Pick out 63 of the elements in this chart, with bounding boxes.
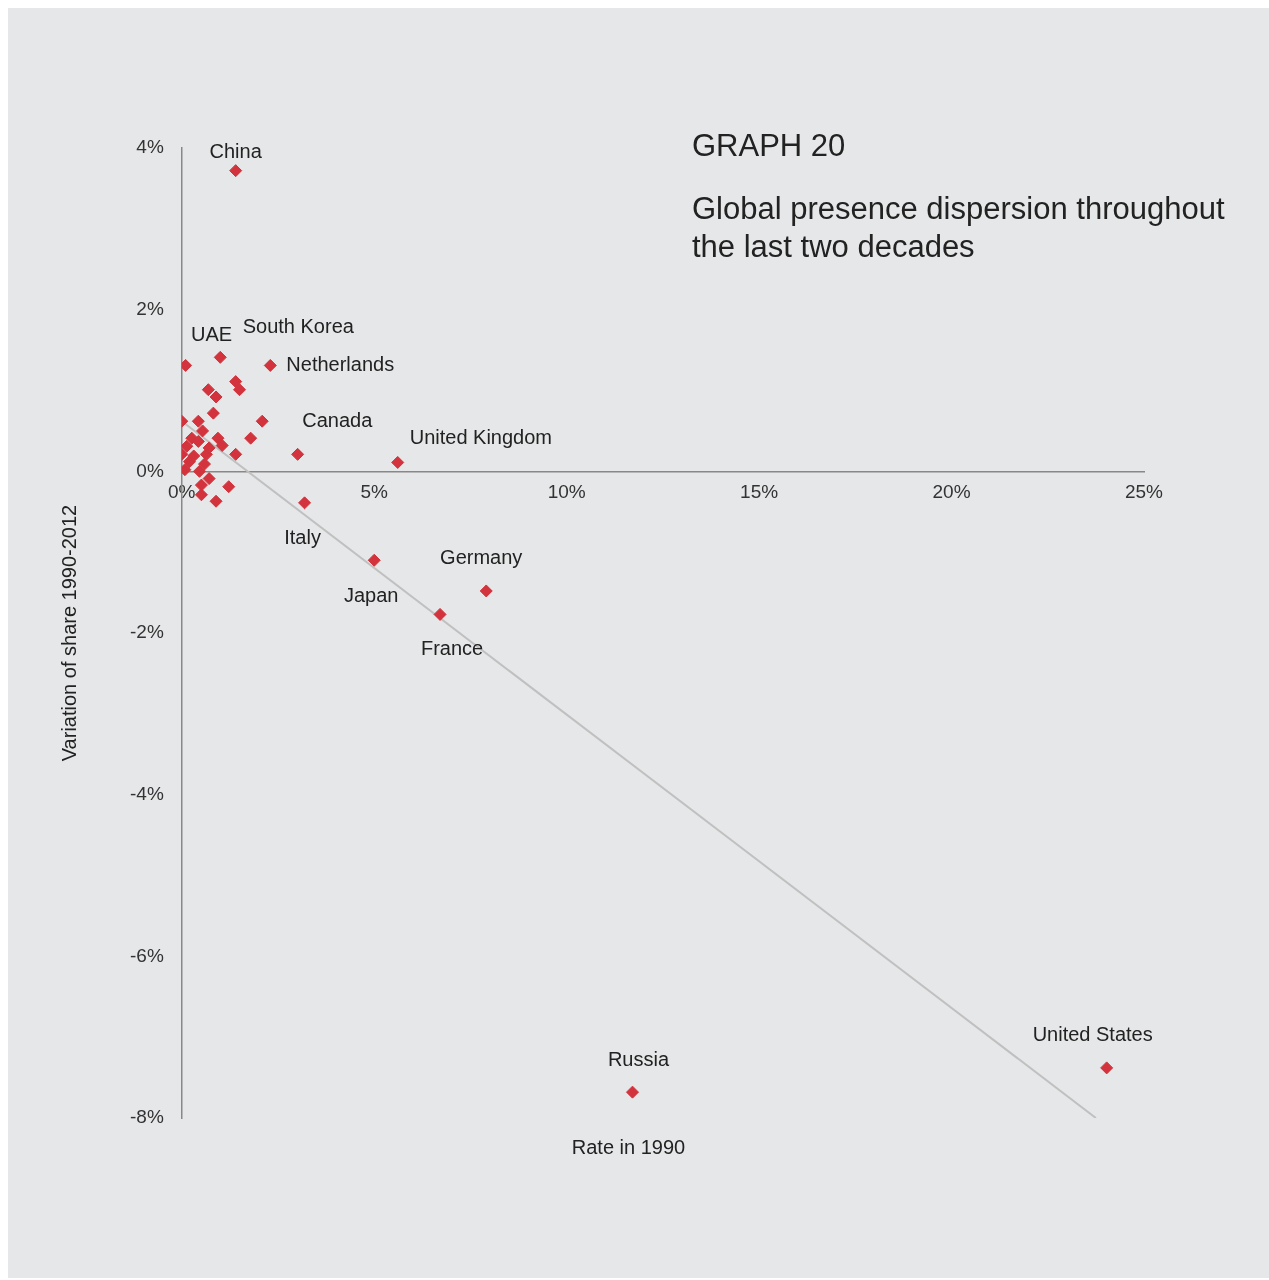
point bbox=[479, 584, 493, 598]
y-tick-label: -2% bbox=[129, 621, 164, 643]
x-tick-label: 0% bbox=[168, 480, 196, 502]
point bbox=[194, 478, 208, 492]
chart-title: GRAPH 20 bbox=[692, 128, 847, 164]
point bbox=[291, 447, 305, 461]
point bbox=[229, 164, 243, 178]
point bbox=[233, 383, 247, 397]
annotation: UAE bbox=[191, 322, 233, 345]
point bbox=[202, 472, 216, 486]
point bbox=[244, 431, 258, 445]
y-tick-label: 0% bbox=[136, 459, 164, 481]
x-tick-label: 20% bbox=[932, 480, 971, 502]
point bbox=[181, 358, 193, 372]
y-tick-label: 2% bbox=[136, 297, 164, 319]
annotation: Italy bbox=[284, 526, 321, 549]
y-tick-label: -6% bbox=[129, 944, 164, 966]
point bbox=[391, 455, 405, 469]
y-tick-label: -8% bbox=[129, 1106, 164, 1128]
x-tick-label: 10% bbox=[547, 480, 586, 502]
x-tick-label: 25% bbox=[1124, 480, 1164, 502]
point bbox=[229, 375, 243, 389]
point bbox=[229, 447, 243, 461]
y-tick-label: 4% bbox=[136, 136, 164, 158]
point bbox=[433, 607, 447, 621]
point bbox=[181, 439, 194, 453]
y-tick-label: -4% bbox=[129, 782, 164, 804]
x-tick-label: 5% bbox=[360, 480, 389, 502]
point bbox=[194, 488, 208, 502]
annotation: Germany bbox=[440, 546, 523, 569]
annotation: Canada bbox=[302, 408, 374, 431]
point bbox=[191, 434, 205, 448]
annotation: United States bbox=[1032, 1023, 1153, 1046]
point bbox=[209, 390, 223, 404]
point bbox=[215, 438, 229, 452]
point bbox=[222, 480, 236, 494]
point bbox=[625, 1085, 639, 1099]
point bbox=[206, 406, 220, 420]
annotation: Japan bbox=[343, 583, 399, 606]
point bbox=[213, 350, 227, 364]
point bbox=[298, 496, 312, 510]
point bbox=[263, 358, 277, 372]
annotation: China bbox=[209, 140, 263, 163]
text: Global presence dispersion throughout the last two decades bbox=[692, 190, 1226, 266]
annotation: Russia bbox=[607, 1047, 670, 1070]
annotation: United Kingdom bbox=[409, 425, 553, 448]
point bbox=[201, 383, 215, 397]
annotation: South Korea bbox=[242, 314, 355, 337]
point bbox=[191, 414, 205, 428]
x-tick-label: 15% bbox=[740, 480, 779, 502]
point bbox=[198, 457, 211, 471]
point bbox=[187, 449, 201, 463]
point bbox=[192, 464, 206, 478]
point bbox=[367, 553, 381, 567]
point bbox=[209, 494, 223, 508]
point bbox=[1100, 1061, 1114, 1075]
point bbox=[196, 424, 210, 438]
annotation: Netherlands bbox=[286, 352, 395, 375]
y-axis-title: Variation of share 1990-2012 bbox=[57, 504, 80, 762]
annotation: France bbox=[420, 636, 484, 659]
x-axis-title: Rate in 1990 bbox=[571, 1136, 686, 1158]
point bbox=[255, 414, 269, 428]
point bbox=[211, 431, 225, 445]
